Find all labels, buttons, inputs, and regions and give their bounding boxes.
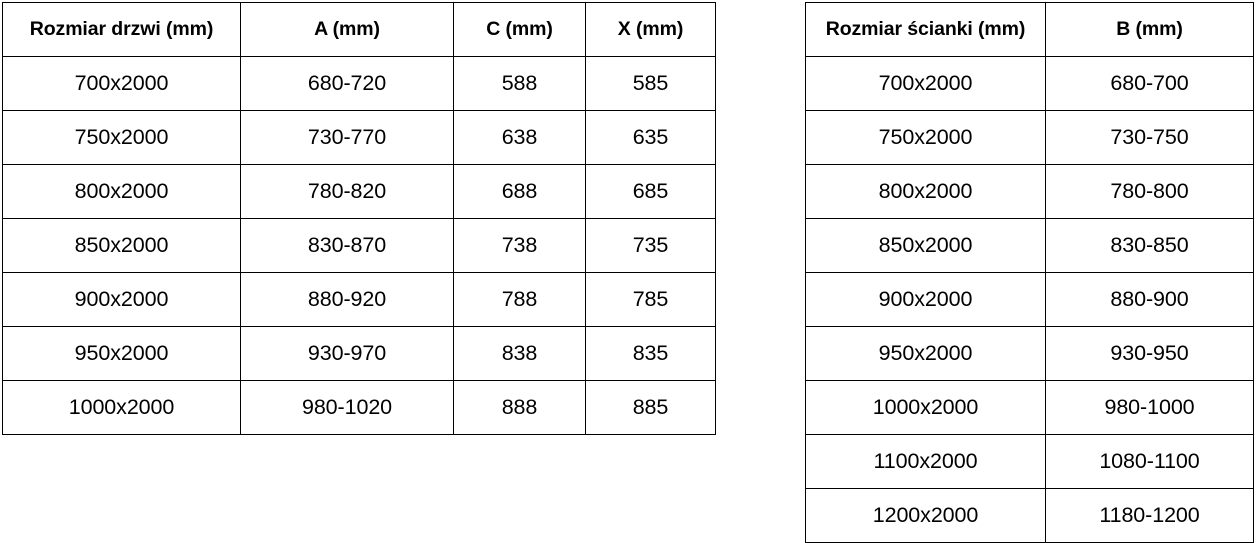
cell-c: 688 bbox=[453, 164, 586, 219]
cell-door-size: 800x2000 bbox=[2, 164, 241, 219]
wall-table-header: Rozmiar ścianki (mm) B (mm) bbox=[805, 2, 1254, 57]
cell-b: 680-700 bbox=[1045, 56, 1254, 111]
cell-wall-size: 1200x2000 bbox=[805, 488, 1046, 543]
cell-wall-size: 700x2000 bbox=[805, 56, 1046, 111]
table-row: 800x2000 780-800 bbox=[805, 164, 1254, 219]
cell-door-size: 1000x2000 bbox=[2, 380, 241, 435]
cell-c: 838 bbox=[453, 326, 586, 381]
cell-door-size: 700x2000 bbox=[2, 56, 241, 111]
door-size-table: Rozmiar drzwi (mm) A (mm) C (mm) X (mm) … bbox=[2, 2, 716, 435]
cell-wall-size: 850x2000 bbox=[805, 218, 1046, 273]
table-row: 950x2000 930-970 838 835 bbox=[2, 326, 716, 381]
column-header-door-size: Rozmiar drzwi (mm) bbox=[2, 2, 241, 57]
column-header-a: A (mm) bbox=[240, 2, 454, 57]
cell-b: 730-750 bbox=[1045, 110, 1254, 165]
cell-c: 638 bbox=[453, 110, 586, 165]
cell-a: 780-820 bbox=[240, 164, 454, 219]
cell-wall-size: 900x2000 bbox=[805, 272, 1046, 327]
table-row: 900x2000 880-900 bbox=[805, 272, 1254, 327]
table-header-row: Rozmiar ścianki (mm) B (mm) bbox=[805, 2, 1254, 57]
cell-c: 888 bbox=[453, 380, 586, 435]
column-header-c: C (mm) bbox=[453, 2, 586, 57]
door-table-header: Rozmiar drzwi (mm) A (mm) C (mm) X (mm) bbox=[2, 2, 716, 57]
cell-a: 730-770 bbox=[240, 110, 454, 165]
cell-a: 830-870 bbox=[240, 218, 454, 273]
cell-b: 880-900 bbox=[1045, 272, 1254, 327]
cell-b: 1180-1200 bbox=[1045, 488, 1254, 543]
cell-c: 588 bbox=[453, 56, 586, 111]
wall-panel-size-table: Rozmiar ścianki (mm) B (mm) 700x2000 680… bbox=[805, 2, 1254, 543]
column-header-b: B (mm) bbox=[1045, 2, 1254, 57]
table-row: 750x2000 730-770 638 635 bbox=[2, 110, 716, 165]
cell-x: 635 bbox=[585, 110, 716, 165]
table-row: 1000x2000 980-1020 888 885 bbox=[2, 380, 716, 435]
table-row: 850x2000 830-870 738 735 bbox=[2, 218, 716, 273]
cell-b: 930-950 bbox=[1045, 326, 1254, 381]
cell-b: 830-850 bbox=[1045, 218, 1254, 273]
cell-b: 1080-1100 bbox=[1045, 434, 1254, 489]
column-header-wall-size: Rozmiar ścianki (mm) bbox=[805, 2, 1046, 57]
table-row: 900x2000 880-920 788 785 bbox=[2, 272, 716, 327]
cell-a: 680-720 bbox=[240, 56, 454, 111]
cell-door-size: 900x2000 bbox=[2, 272, 241, 327]
cell-a: 880-920 bbox=[240, 272, 454, 327]
cell-a: 980-1020 bbox=[240, 380, 454, 435]
door-table-body: 700x2000 680-720 588 585 750x2000 730-77… bbox=[2, 56, 716, 435]
cell-door-size: 750x2000 bbox=[2, 110, 241, 165]
cell-b: 980-1000 bbox=[1045, 380, 1254, 435]
cell-door-size: 950x2000 bbox=[2, 326, 241, 381]
cell-door-size: 850x2000 bbox=[2, 218, 241, 273]
table-header-row: Rozmiar drzwi (mm) A (mm) C (mm) X (mm) bbox=[2, 2, 716, 57]
table-row: 950x2000 930-950 bbox=[805, 326, 1254, 381]
cell-a: 930-970 bbox=[240, 326, 454, 381]
table-row: 850x2000 830-850 bbox=[805, 218, 1254, 273]
cell-x: 885 bbox=[585, 380, 716, 435]
cell-wall-size: 800x2000 bbox=[805, 164, 1046, 219]
cell-c: 788 bbox=[453, 272, 586, 327]
cell-wall-size: 950x2000 bbox=[805, 326, 1046, 381]
table-row: 1000x2000 980-1000 bbox=[805, 380, 1254, 435]
wall-table-body: 700x2000 680-700 750x2000 730-750 800x20… bbox=[805, 56, 1254, 543]
cell-x: 585 bbox=[585, 56, 716, 111]
column-header-x: X (mm) bbox=[585, 2, 716, 57]
table-row: 1100x2000 1080-1100 bbox=[805, 434, 1254, 489]
cell-x: 835 bbox=[585, 326, 716, 381]
cell-c: 738 bbox=[453, 218, 586, 273]
table-row: 800x2000 780-820 688 685 bbox=[2, 164, 716, 219]
table-row: 700x2000 680-720 588 585 bbox=[2, 56, 716, 111]
cell-wall-size: 750x2000 bbox=[805, 110, 1046, 165]
table-row: 750x2000 730-750 bbox=[805, 110, 1254, 165]
cell-wall-size: 1100x2000 bbox=[805, 434, 1046, 489]
table-row: 700x2000 680-700 bbox=[805, 56, 1254, 111]
cell-x: 685 bbox=[585, 164, 716, 219]
cell-b: 780-800 bbox=[1045, 164, 1254, 219]
cell-x: 735 bbox=[585, 218, 716, 273]
cell-x: 785 bbox=[585, 272, 716, 327]
table-row: 1200x2000 1180-1200 bbox=[805, 488, 1254, 543]
cell-wall-size: 1000x2000 bbox=[805, 380, 1046, 435]
